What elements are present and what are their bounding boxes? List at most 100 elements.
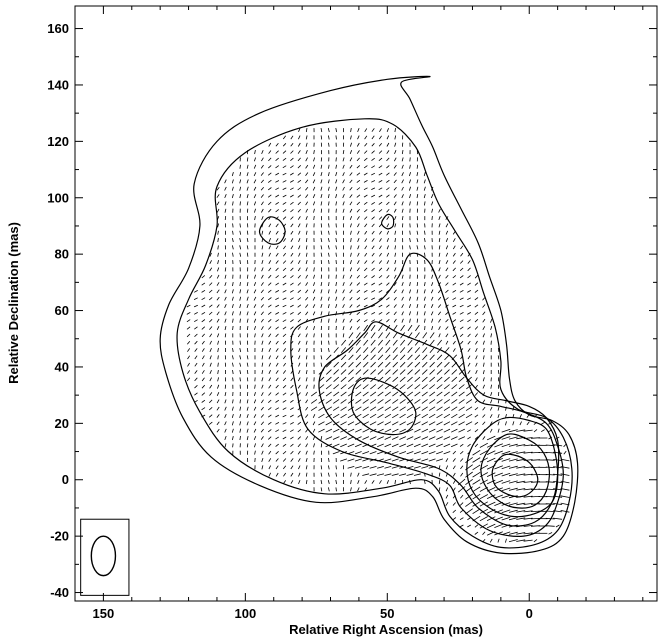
polarization-vector xyxy=(437,311,442,316)
polarization-vector xyxy=(320,436,323,441)
polarization-vector xyxy=(282,429,287,432)
polarization-vector xyxy=(465,406,473,411)
polarization-vector xyxy=(430,289,434,294)
polarization-vector xyxy=(399,451,407,455)
polarization-vector xyxy=(325,421,333,426)
polarization-vector xyxy=(268,450,272,455)
polarization-vector xyxy=(335,465,337,470)
polarization-vector xyxy=(209,274,213,279)
polarization-vector xyxy=(363,282,368,286)
polarization-vector xyxy=(424,318,426,323)
polarization-vector xyxy=(399,406,406,411)
polarization-vector xyxy=(268,362,271,367)
polarization-vector xyxy=(313,267,315,272)
polarization-vector xyxy=(186,319,191,323)
polarization-vector xyxy=(386,245,389,250)
polarization-vector xyxy=(253,289,257,294)
polarization-vector xyxy=(533,539,538,543)
polarization-vector xyxy=(490,325,493,331)
polarization-vector xyxy=(445,252,449,257)
polarization-vector xyxy=(335,472,337,477)
polarization-vector xyxy=(201,348,205,352)
polarization-vector xyxy=(438,238,441,243)
polarization-vector xyxy=(246,289,249,294)
polarization-vector xyxy=(333,399,340,404)
polarization-vector xyxy=(268,223,272,228)
polarization-vector xyxy=(479,457,488,463)
polarization-vector xyxy=(356,304,361,308)
polarization-vector xyxy=(364,267,368,272)
polarization-vector xyxy=(443,428,451,433)
polarization-vector xyxy=(494,509,503,514)
polarization-vector xyxy=(283,472,287,477)
polarization-vector xyxy=(445,502,449,506)
polarization-vector xyxy=(386,216,390,220)
polarization-vector xyxy=(406,443,414,448)
polarization-vector xyxy=(320,282,323,287)
polarization-vector xyxy=(217,223,219,228)
polarization-vector xyxy=(260,201,264,206)
polarization-vector xyxy=(246,179,249,184)
polarization-vector xyxy=(297,326,301,330)
polarization-vector xyxy=(467,267,471,272)
polarization-vector xyxy=(342,296,345,301)
polarization-vector xyxy=(260,186,265,191)
polarization-vector xyxy=(401,157,404,162)
polarization-vector xyxy=(268,370,271,374)
x-axis-ticks: 150 100 50 0 xyxy=(74,6,644,621)
polarization-vector xyxy=(224,384,227,389)
polarization-vector xyxy=(371,238,375,242)
polarization-vector xyxy=(342,172,345,177)
polarization-vector xyxy=(508,502,518,506)
polarization-vector xyxy=(399,436,406,440)
polarization-vector xyxy=(354,458,362,462)
polarization-vector xyxy=(231,413,234,419)
polarization-vector xyxy=(201,370,205,374)
polarization-vector xyxy=(305,157,308,162)
polarization-vector xyxy=(378,157,383,162)
polarization-vector xyxy=(371,312,376,315)
polarization-vector xyxy=(267,429,272,433)
polarization-vector xyxy=(364,223,368,228)
polarization-vector xyxy=(348,354,354,361)
polarization-vector xyxy=(386,267,390,272)
polarization-vector xyxy=(326,361,332,368)
polarization-vector xyxy=(348,376,354,383)
polarization-vector xyxy=(246,252,249,257)
polarization-vector xyxy=(474,421,479,425)
polarization-vector xyxy=(467,524,471,528)
polarization-vector xyxy=(386,319,390,323)
polarization-vector xyxy=(239,311,242,316)
polarization-vector xyxy=(320,179,323,184)
polarization-vector xyxy=(494,472,503,477)
polarization-vector xyxy=(282,326,287,330)
polarization-vector xyxy=(282,414,287,418)
polarization-vector xyxy=(254,150,256,155)
y-tick-label: 20 xyxy=(55,416,69,431)
polarization-vector xyxy=(282,282,287,286)
polarization-vector xyxy=(216,194,220,198)
polarization-vector xyxy=(340,376,347,383)
polarization-vector xyxy=(224,311,227,316)
polarization-vector xyxy=(232,245,234,250)
polarization-vector xyxy=(261,208,264,213)
polarization-vector xyxy=(379,128,382,133)
polarization-vector xyxy=(526,421,530,426)
polarization-vector xyxy=(342,282,345,287)
polarization-vector xyxy=(282,143,287,147)
polarization-vector xyxy=(239,164,241,169)
polarization-vector xyxy=(254,384,256,389)
polarization-vector xyxy=(501,494,511,499)
polarization-vector xyxy=(385,369,391,375)
polarization-vector xyxy=(328,201,330,206)
polarization-vector xyxy=(253,428,257,433)
polarization-vector xyxy=(224,333,227,338)
polarization-vector xyxy=(474,297,479,301)
polarization-vector xyxy=(421,451,429,455)
polarization-vector xyxy=(232,348,234,353)
polarization-vector xyxy=(340,413,347,419)
polarization-vector xyxy=(377,406,384,411)
polarization-vector xyxy=(357,252,360,257)
polarization-vector xyxy=(384,466,392,469)
polarization-vector xyxy=(328,142,330,147)
